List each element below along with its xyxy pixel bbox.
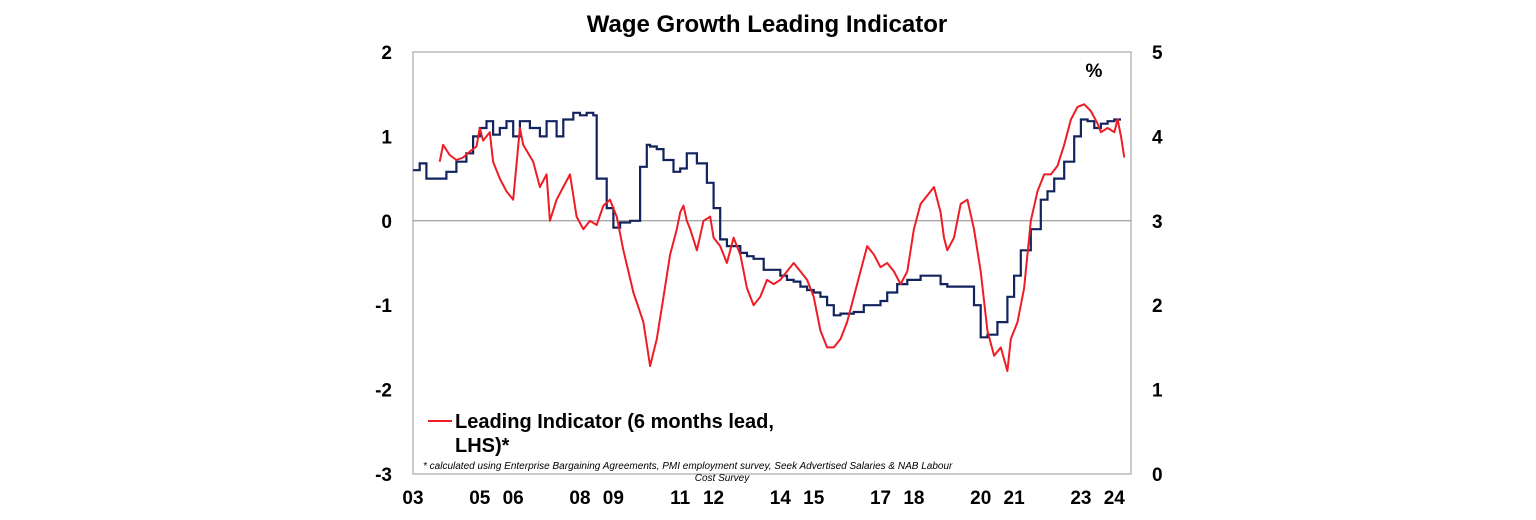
x-tick-label: 15: [803, 488, 825, 509]
left-tick-label: -2: [375, 381, 392, 402]
right-tick-label: 5: [1152, 43, 1163, 64]
x-tick-label: 12: [703, 488, 724, 509]
x-tick-label: 14: [770, 488, 792, 509]
right-tick-label: 1: [1152, 381, 1163, 402]
left-tick-label: -3: [375, 465, 392, 486]
x-tick-label: 20: [970, 488, 991, 509]
series-wage-line-navy: [413, 111, 1121, 339]
x-tick-label: 05: [469, 488, 491, 509]
x-tick-label: 23: [1070, 488, 1091, 509]
left-tick-label: 0: [381, 212, 392, 233]
x-tick-label: 11: [670, 488, 691, 509]
x-tick-label: 18: [903, 488, 924, 509]
right-tick-label: 3: [1152, 212, 1163, 233]
x-axis-ticks: 03 05 06 08 09 11 12 14 15 17 18 20 21 23 24: [402, 488, 1125, 509]
x-tick-label: 09: [603, 488, 624, 509]
x-tick-label: 06: [503, 488, 524, 509]
chart-title: Wage Growth Leading Indicator: [587, 11, 947, 38]
left-axis-ticks: 2 1 0 -1 -2 -3: [375, 43, 392, 486]
left-tick-label: 1: [381, 127, 392, 148]
footnote-line2: Cost Survey: [695, 473, 750, 484]
plot-frame: [412, 51, 1132, 475]
x-tick-label: 17: [870, 488, 891, 509]
right-axis-unit: %: [1086, 61, 1103, 82]
legend-label-line2: LHS)*: [455, 435, 510, 457]
left-tick-label: -1: [375, 296, 392, 317]
right-axis-ticks: 5 4 3 2 1 0: [1152, 43, 1163, 486]
right-tick-label: 4: [1152, 127, 1163, 148]
legend-label-line1: Leading Indicator (6 months lead,: [455, 411, 774, 433]
left-tick-label: 2: [381, 43, 392, 64]
x-tick-label: 21: [1004, 488, 1026, 509]
series-leading-indicator-line: [438, 103, 1126, 372]
x-tick-label: 03: [402, 488, 423, 509]
right-tick-label: 0: [1152, 465, 1163, 486]
footnote-line1: * calculated using Enterprise Bargaining…: [423, 461, 953, 472]
x-tick-label: 08: [569, 488, 590, 509]
right-tick-label: 2: [1152, 296, 1163, 317]
x-tick-label: 24: [1104, 488, 1126, 509]
